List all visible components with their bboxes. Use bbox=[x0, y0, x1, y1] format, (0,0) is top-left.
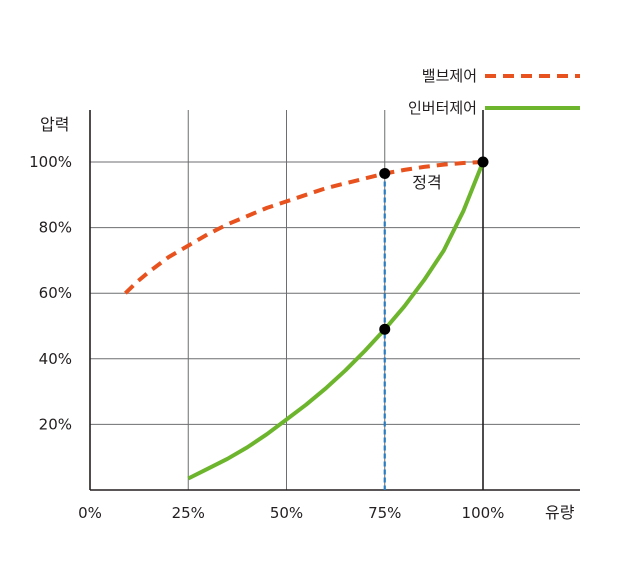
data-marker-0 bbox=[379, 167, 391, 179]
y-tick-label-20: 20% bbox=[39, 415, 72, 433]
y-tick-label-60: 60% bbox=[39, 284, 72, 302]
y-axis-label: 압력 bbox=[40, 115, 69, 134]
x-tick-label-25: 25% bbox=[172, 504, 205, 522]
annotations: 정격 bbox=[412, 173, 441, 192]
legend-label-inverter-control: 인버터제어 bbox=[408, 99, 477, 117]
series bbox=[124, 160, 485, 490]
x-tick-label-100: 100% bbox=[462, 504, 505, 522]
y-tick-label-100: 100% bbox=[29, 153, 72, 171]
y-tick-label-40: 40% bbox=[39, 350, 72, 368]
legend-label-valve-control: 밸브제어 bbox=[422, 67, 477, 85]
series-line-inverter-control bbox=[187, 161, 485, 481]
data-marker-1 bbox=[379, 323, 391, 335]
x-tick-label-50: 50% bbox=[270, 504, 303, 522]
data-marker-2 bbox=[477, 156, 489, 168]
legend: 밸브제어 인버터제어 bbox=[408, 67, 580, 117]
y-tick-label-80: 80% bbox=[39, 219, 72, 237]
grid bbox=[90, 110, 580, 490]
markers bbox=[379, 156, 489, 335]
x-tick-label-75: 75% bbox=[368, 504, 401, 522]
rated-point-annotation: 정격 bbox=[412, 173, 441, 192]
labels: 압력 유량 bbox=[40, 115, 575, 522]
series-line-valve-control bbox=[124, 160, 484, 295]
axes: 20% 40% 60% 80% 100% 0% 25% 50% 75% 100% bbox=[29, 110, 580, 522]
x-tick-label-0: 0% bbox=[78, 504, 102, 522]
x-axis-label: 유량 bbox=[545, 503, 575, 522]
